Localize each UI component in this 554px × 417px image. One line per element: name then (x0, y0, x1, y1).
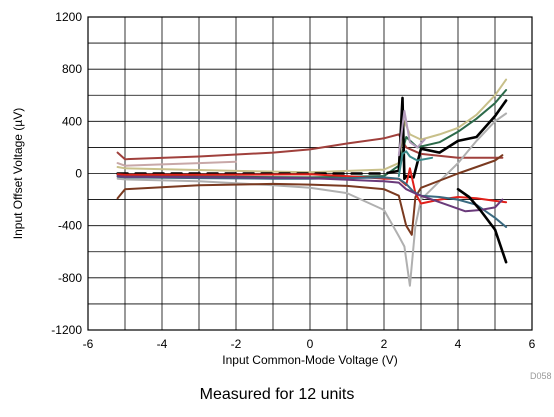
series-line-10 (116, 175, 504, 213)
x-tick-label: -6 (83, 337, 94, 351)
series-line-11 (456, 187, 508, 264)
y-tick-label: -400 (58, 219, 82, 233)
y-tick-label: -800 (58, 271, 82, 285)
x-axis-title: Input Common-Mode Voltage (V) (222, 353, 397, 367)
x-tick-label: -2 (231, 337, 242, 351)
x-tick-label: 4 (455, 337, 462, 351)
y-axis-title: Input Offset Voltage (µV) (11, 108, 25, 239)
y-tick-label: 800 (62, 62, 82, 76)
figure-code-label: D058 (530, 371, 552, 381)
y-tick-labels: 1200 800 400 0 -400 -800 -1200 (51, 10, 82, 337)
series-layer (116, 78, 508, 287)
x-tick-label: 0 (307, 337, 314, 351)
chart-caption: Measured for 12 units (199, 386, 355, 403)
series-line-7 (116, 154, 504, 236)
y-tick-label: 400 (62, 114, 82, 128)
y-tick-label: 0 (75, 167, 82, 181)
series-line-12 (397, 150, 434, 178)
x-tick-labels: -6 -4 -2 0 2 4 6 (83, 337, 536, 351)
series-line-4 (116, 169, 401, 175)
x-tick-label: 6 (529, 337, 536, 351)
y-tick-label: -1200 (51, 323, 82, 337)
x-tick-label: -4 (157, 337, 168, 351)
series-line-13 (397, 109, 426, 157)
y-tick-label: 1200 (55, 10, 82, 24)
series-line-14 (116, 160, 237, 167)
series-line-5 (397, 96, 508, 180)
series-line-1 (116, 133, 504, 161)
x-tick-label: 2 (381, 337, 388, 351)
plot-border (87, 16, 533, 331)
